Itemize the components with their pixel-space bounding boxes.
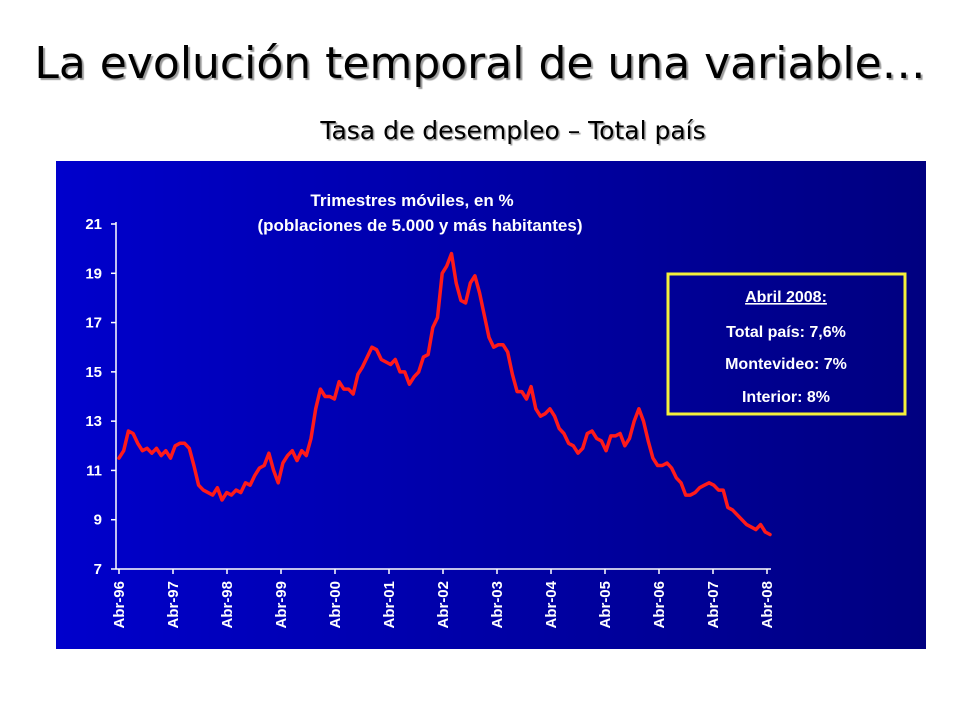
x-tick-label: Abr-07 [705, 581, 722, 629]
annotation-line: Montevideo: 7% [725, 356, 847, 373]
y-tick-label: 15 [85, 364, 102, 381]
annotation-line: Total país: 7,6% [726, 324, 846, 341]
chart-panel: Trimestres móviles, en % (poblaciones de… [56, 161, 926, 649]
x-tick-label: Abr-97 [165, 581, 182, 629]
x-tick-label: Abr-00 [327, 581, 344, 629]
y-tick-label: 13 [85, 413, 102, 430]
x-tick-label: Abr-04 [543, 580, 560, 628]
annotation-line: Interior: 8% [742, 389, 830, 406]
x-tick-label: Abr-06 [651, 581, 668, 629]
annotation-box: Abril 2008: Total país: 7,6% Montevideo:… [666, 272, 907, 416]
y-tick-label: 17 [85, 315, 102, 332]
slide-subtitle: Tasa de desempleo – Total país [320, 116, 706, 145]
x-tick-label: Abr-01 [381, 581, 398, 629]
y-tick-label: 19 [85, 265, 102, 282]
x-tick-label: Abr-96 [111, 581, 128, 629]
x-tick-label: Abr-03 [489, 581, 506, 629]
x-tick-label: Abr-02 [435, 581, 452, 629]
y-tick-label: 21 [85, 216, 102, 233]
y-tick-label: 11 [86, 462, 102, 479]
y-tick-label: 9 [94, 512, 102, 529]
chart-background [56, 161, 926, 649]
x-tick-label: Abr-99 [273, 581, 290, 629]
annotation-border [666, 272, 907, 416]
slide-title: La evolución temporal de una variable… [34, 38, 926, 89]
annotation-heading: Abril 2008: [745, 289, 827, 306]
x-tick-label: Abr-98 [219, 581, 236, 629]
unemployment-line-chart: Trimestres móviles, en % (poblaciones de… [56, 161, 926, 649]
unemployment-series-line [117, 251, 772, 537]
y-tick-label: 7 [94, 561, 102, 578]
chart-subtitle: (poblaciones de 5.000 y más habitantes) [257, 216, 582, 235]
chart-title: Trimestres móviles, en % [310, 191, 513, 210]
x-tick-label: Abr-05 [597, 581, 614, 629]
x-tick-label: Abr-08 [759, 581, 776, 629]
